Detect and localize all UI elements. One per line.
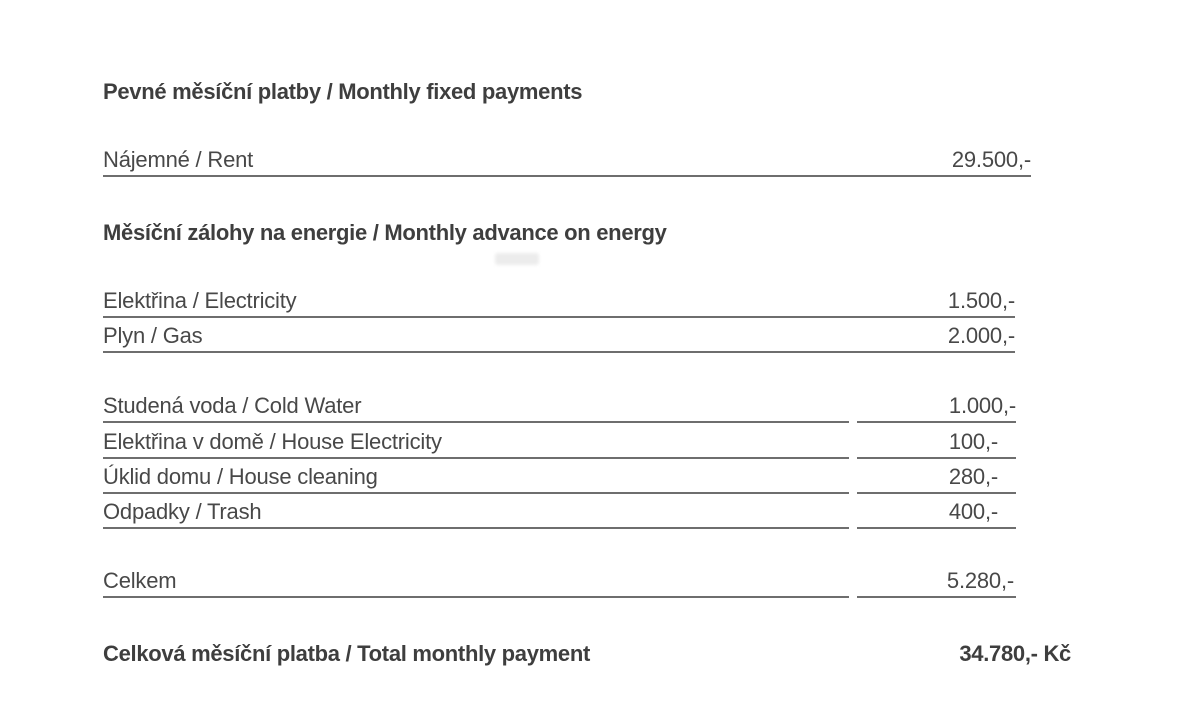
row-value: 1.500,- xyxy=(947,288,1015,313)
total-label: Celková měsíční platba / Total monthly p… xyxy=(103,641,591,666)
row-value: 100,- xyxy=(857,430,1016,459)
row-value: 5.280,- xyxy=(857,569,1016,598)
row-label: Elektřina v domě / House Electricity xyxy=(103,430,849,459)
table-row: Plyn / Gas 2.000,- xyxy=(103,324,1015,353)
table-row: Elektřina / Electricity 1.500,- xyxy=(103,289,1015,318)
fixed-payments-heading: Pevné měsíční platby / Monthly fixed pay… xyxy=(103,79,583,104)
underline-gap xyxy=(849,410,857,413)
print-smudge xyxy=(495,253,539,265)
table-row: Odpadky / Trash 400,- xyxy=(103,500,1016,529)
row-label: Elektřina / Electricity xyxy=(103,288,297,313)
row-label: Plyn / Gas xyxy=(103,323,203,348)
row-value: 1.000,- xyxy=(857,394,1016,423)
row-label: Úklid domu / House cleaning xyxy=(103,465,849,494)
underline-gap xyxy=(849,585,857,588)
table-row: Studená voda / Cold Water 1.000,- xyxy=(103,394,1016,423)
table-row: Úklid domu / House cleaning 280,- xyxy=(103,465,1016,494)
energy-advances-heading: Měsíční zálohy na energie / Monthly adva… xyxy=(103,220,667,245)
row-label: Odpadky / Trash xyxy=(103,500,849,529)
underline-gap xyxy=(849,481,857,484)
row-label: Celkem xyxy=(103,569,849,598)
row-label: Studená voda / Cold Water xyxy=(103,394,849,423)
row-value: 2.000,- xyxy=(947,323,1015,348)
total-value: 34.780,- Kč xyxy=(959,641,1071,666)
row-value: 280,- xyxy=(857,465,1016,494)
row-value: 29.500,- xyxy=(951,147,1031,172)
total-row: Celková měsíční platba / Total monthly p… xyxy=(103,641,1071,667)
underline-gap xyxy=(849,446,857,449)
subtotal-row: Celkem 5.280,- xyxy=(103,569,1016,598)
underline-gap xyxy=(849,516,857,519)
row-label: Nájemné / Rent xyxy=(103,147,254,172)
table-row: Elektřina v domě / House Electricity 100… xyxy=(103,430,1016,459)
row-value: 400,- xyxy=(857,500,1016,529)
table-row: Nájemné / Rent 29.500,- xyxy=(103,148,1031,177)
